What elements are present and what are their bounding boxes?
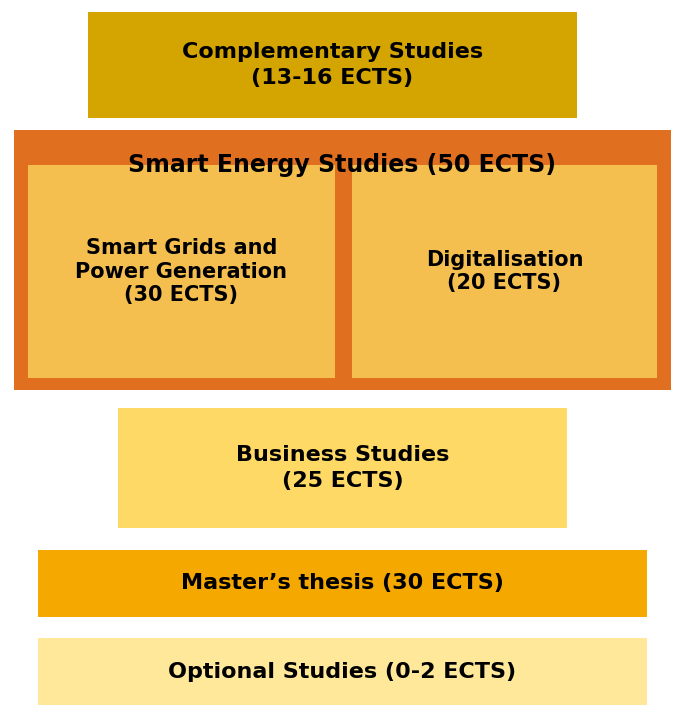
Text: Smart Energy Studies (50 ECTS): Smart Energy Studies (50 ECTS) [129, 153, 556, 177]
Bar [118, 408, 567, 528]
Bar [28, 165, 335, 378]
Text: Master’s thesis (30 ECTS): Master’s thesis (30 ECTS) [181, 574, 504, 593]
Text: (20 ECTS): (20 ECTS) [447, 273, 562, 293]
Text: Complementary Studies: Complementary Studies [182, 42, 483, 63]
Text: (25 ECTS): (25 ECTS) [282, 471, 403, 491]
Bar [38, 550, 647, 617]
Text: (13-16 ECTS): (13-16 ECTS) [251, 68, 414, 88]
Text: Smart Grids and: Smart Grids and [86, 237, 277, 257]
Text: Business Studies: Business Studies [236, 445, 449, 465]
Bar [38, 638, 647, 705]
Text: Power Generation: Power Generation [75, 262, 288, 282]
Text: (30 ECTS): (30 ECTS) [125, 285, 238, 306]
Bar [352, 165, 657, 378]
Text: Digitalisation: Digitalisation [426, 249, 583, 270]
Bar [88, 12, 577, 118]
Text: Optional Studies (0-2 ECTS): Optional Studies (0-2 ECTS) [169, 661, 516, 682]
Bar [14, 130, 671, 390]
